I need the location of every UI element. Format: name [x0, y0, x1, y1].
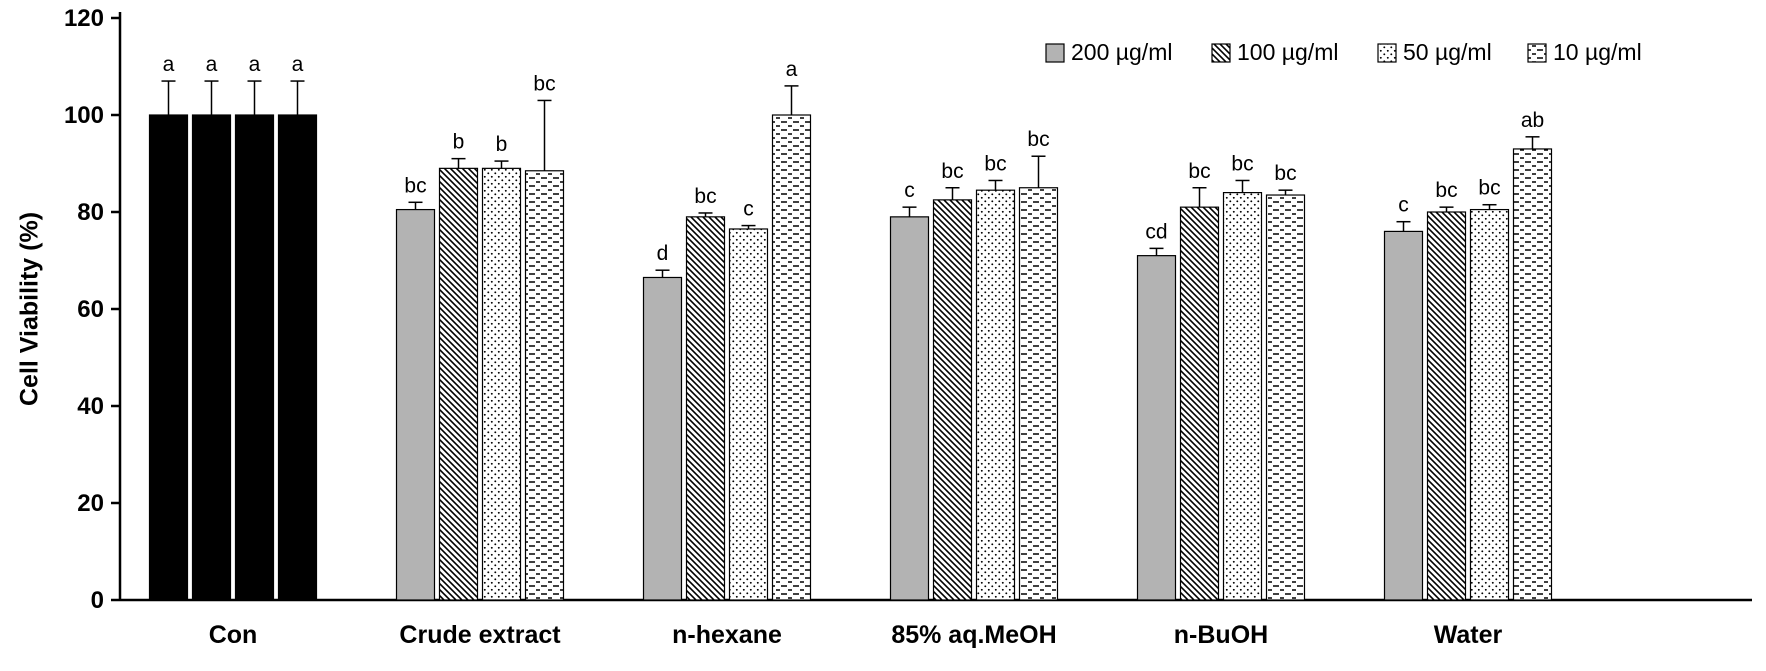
- significance-letter: c: [1398, 194, 1409, 217]
- significance-letter: a: [206, 53, 218, 76]
- legend-item: 10 µg/ml: [1527, 39, 1642, 65]
- bar: [1512, 148, 1553, 601]
- significance-letter: d: [657, 242, 669, 265]
- bar: [1469, 208, 1510, 601]
- bar-group: a a a a Con: [148, 53, 318, 649]
- significance-letter: bc: [1027, 128, 1049, 151]
- bar-group: d bc c a n-hexane: [642, 58, 812, 649]
- bar: [1426, 211, 1467, 601]
- bar: [1265, 194, 1306, 601]
- bar: [481, 167, 522, 601]
- significance-letter: bc: [984, 152, 1006, 175]
- significance-letter: ab: [1521, 109, 1544, 132]
- y-axis-title: Cell Viability (%): [15, 211, 44, 407]
- y-tick-label: 100: [64, 102, 104, 129]
- bar: [642, 276, 683, 601]
- bar-group: bc b b bc Crude extract: [395, 72, 565, 649]
- significance-letter: bc: [1188, 160, 1210, 183]
- legend-swatch: [1377, 43, 1397, 63]
- significance-letter: bc: [1478, 177, 1500, 200]
- bar-group: c bc bc ab Water: [1383, 109, 1553, 649]
- bar: [234, 114, 275, 601]
- significance-letter: bc: [694, 185, 716, 208]
- category-label: Crude extract: [399, 621, 561, 649]
- significance-letter: a: [163, 53, 175, 76]
- y-tick-label: 60: [77, 296, 104, 323]
- significance-letter: bc: [1274, 162, 1296, 185]
- bar: [932, 199, 973, 601]
- y-tick-label: 40: [77, 393, 104, 420]
- bar: [1222, 192, 1263, 601]
- bar: [771, 114, 812, 601]
- y-tick-label: 80: [77, 199, 104, 226]
- legend-label: 50 µg/ml: [1403, 39, 1492, 65]
- legend-label: 10 µg/ml: [1553, 39, 1642, 65]
- legend-label: 100 µg/ml: [1237, 39, 1338, 65]
- y-tick-label: 20: [77, 490, 104, 517]
- legend-item: 200 µg/ml: [1045, 39, 1172, 65]
- significance-letter: a: [786, 58, 798, 81]
- legend-swatch: [1045, 43, 1065, 63]
- significance-letter: b: [453, 131, 465, 154]
- legend-swatch: [1527, 43, 1547, 63]
- y-tick-label: 0: [91, 587, 104, 614]
- bar: [728, 228, 769, 601]
- bar: [1018, 187, 1059, 601]
- significance-letter: c: [904, 179, 915, 202]
- bar: [395, 208, 436, 601]
- category-label: Con: [209, 621, 258, 649]
- significance-letter: bc: [404, 174, 426, 197]
- significance-letter: cd: [1145, 220, 1167, 243]
- bar: [148, 114, 189, 601]
- bar: [975, 189, 1016, 601]
- significance-letter: bc: [941, 160, 963, 183]
- category-label: n-BuOH: [1174, 621, 1268, 649]
- bar: [1383, 230, 1424, 601]
- significance-letter: b: [496, 133, 508, 156]
- bar: [685, 216, 726, 601]
- bar: [438, 167, 479, 601]
- significance-letter: bc: [533, 72, 555, 95]
- significance-letter: a: [249, 53, 261, 76]
- bar: [191, 114, 232, 601]
- chart-layer: 0 20 40 60 80 100 120 a a a a Con bc b b bc Crude extrac…: [64, 5, 1752, 649]
- significance-letter: a: [292, 53, 304, 76]
- bar: [524, 170, 565, 601]
- significance-letter: bc: [1231, 152, 1253, 175]
- legend-swatch: [1211, 43, 1231, 63]
- legend-item: 50 µg/ml: [1377, 39, 1492, 65]
- legend-label: 200 µg/ml: [1071, 39, 1172, 65]
- category-label: Water: [1434, 621, 1503, 649]
- significance-letter: bc: [1435, 179, 1457, 202]
- legend-item: 100 µg/ml: [1211, 39, 1338, 65]
- significance-letter: c: [743, 198, 754, 221]
- bar: [277, 114, 318, 601]
- bar: [1136, 255, 1177, 601]
- category-label: 85% aq.MeOH: [891, 621, 1056, 649]
- bar: [1179, 206, 1220, 601]
- bar: [889, 216, 930, 601]
- category-label: n-hexane: [672, 621, 782, 649]
- y-tick-label: 120: [64, 5, 104, 32]
